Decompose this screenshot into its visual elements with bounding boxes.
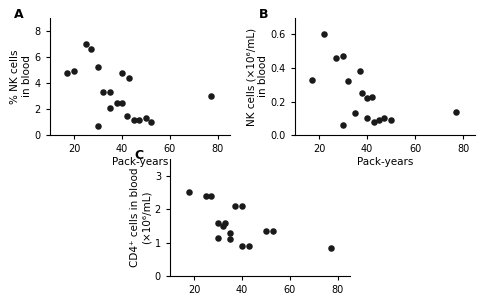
Point: [147, 120, 155, 125]
Point: [344, 79, 352, 84]
Point: [99, 90, 107, 94]
Point: [118, 70, 126, 75]
Point: [380, 116, 388, 121]
Point: [214, 235, 222, 240]
Text: A: A: [14, 8, 24, 21]
Point: [63, 70, 71, 75]
Point: [94, 124, 102, 128]
Point: [221, 220, 229, 225]
Point: [339, 54, 347, 59]
Y-axis label: % NK cells
in blood: % NK cells in blood: [10, 49, 32, 104]
Point: [226, 237, 234, 242]
Point: [356, 69, 364, 74]
Point: [262, 229, 270, 233]
Point: [106, 90, 114, 94]
Point: [358, 91, 366, 96]
Point: [202, 193, 210, 198]
Point: [370, 119, 378, 124]
Point: [231, 203, 239, 208]
Point: [82, 41, 90, 46]
Point: [70, 69, 78, 74]
Point: [387, 118, 395, 123]
Point: [327, 245, 335, 250]
Point: [363, 96, 371, 101]
Point: [363, 116, 371, 121]
Point: [308, 77, 316, 82]
Point: [320, 32, 328, 37]
Point: [339, 123, 347, 128]
Point: [452, 109, 460, 114]
Point: [123, 113, 131, 118]
X-axis label: Pack-years: Pack-years: [357, 157, 413, 167]
Point: [135, 117, 143, 122]
Point: [87, 47, 95, 51]
Point: [125, 75, 133, 80]
Text: B: B: [259, 8, 268, 21]
Point: [219, 224, 227, 228]
Point: [142, 116, 150, 121]
Point: [269, 229, 277, 233]
Point: [226, 230, 234, 235]
Point: [207, 193, 215, 198]
Point: [94, 65, 102, 70]
Text: C: C: [134, 149, 143, 162]
Point: [332, 56, 340, 60]
X-axis label: Pack-years: Pack-years: [112, 157, 168, 167]
Point: [245, 244, 253, 248]
Point: [238, 203, 246, 208]
Point: [185, 190, 193, 195]
Point: [207, 94, 215, 98]
Point: [238, 244, 246, 248]
Point: [118, 100, 126, 105]
Point: [106, 106, 114, 110]
Point: [130, 117, 138, 122]
Y-axis label: CD4⁺ cells in blood
(×10⁶/mL): CD4⁺ cells in blood (×10⁶/mL): [130, 168, 152, 267]
Y-axis label: NK cells (×10⁶/mL)
in blood: NK cells (×10⁶/mL) in blood: [246, 27, 268, 126]
Point: [113, 100, 121, 105]
Point: [375, 118, 383, 123]
Point: [351, 111, 359, 116]
Point: [214, 220, 222, 225]
Point: [368, 94, 376, 99]
